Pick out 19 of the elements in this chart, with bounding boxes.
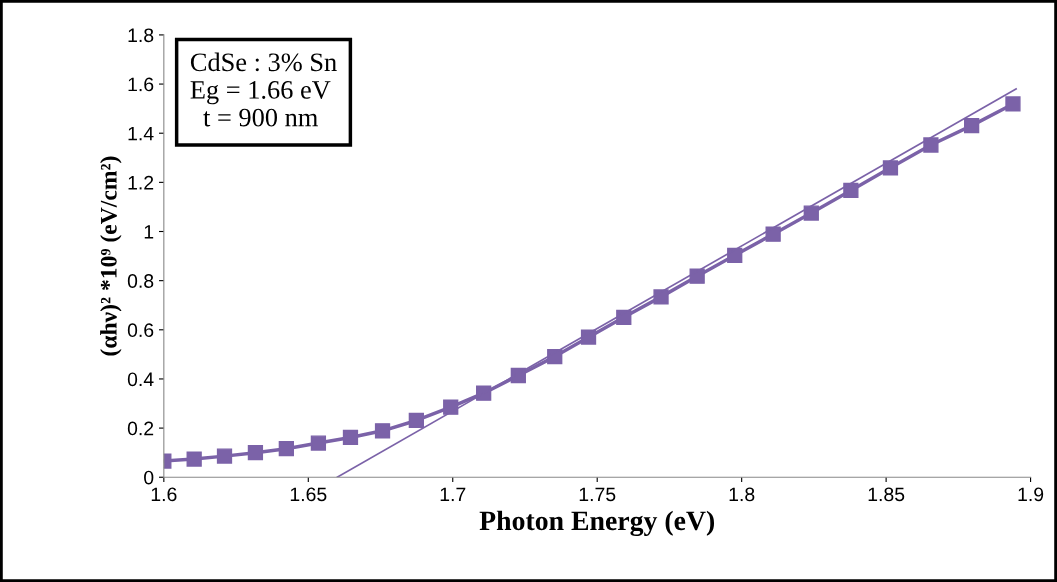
- annotation: CdSe : 3% Sn Eg = 1.66 eV t = 900 nm: [190, 52, 337, 127]
- x-tick-label: 1.8: [729, 487, 755, 502]
- x-tick-label: 1.85: [868, 487, 905, 502]
- x-tick-label: 1.7: [440, 487, 466, 502]
- y-axis-title: (αhν)² *10⁹ (eV/cm²): [100, 156, 122, 356]
- y-tick-label: 1.6: [128, 77, 154, 92]
- y-tick-label: 0.6: [127, 323, 154, 338]
- y-tick-label: 1.4: [128, 126, 154, 141]
- y-tick-label: 0.4: [127, 372, 154, 387]
- y-tick-label: 1: [144, 225, 154, 239]
- x-axis-title: Photon Energy (eV): [479, 510, 715, 537]
- x-tick-label: 1.65: [290, 487, 327, 502]
- y-tick-label: 0.8: [127, 274, 154, 288]
- y-tick-label: 0: [144, 470, 154, 485]
- x-tick-label: 1.75: [579, 487, 616, 502]
- x-tick-label: 1.9: [1018, 487, 1044, 502]
- y-tick-label: 1.8: [128, 28, 154, 43]
- y-tick-label: 1.2: [128, 175, 154, 190]
- y-tick-label: 0.2: [127, 421, 154, 436]
